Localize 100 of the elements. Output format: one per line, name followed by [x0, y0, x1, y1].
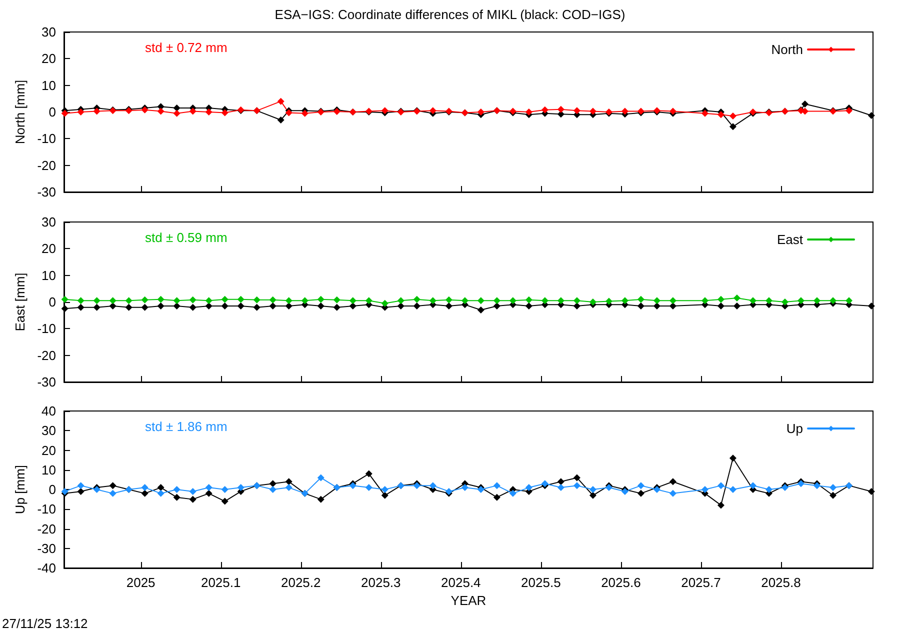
point — [797, 297, 804, 304]
point — [349, 302, 356, 310]
point — [669, 478, 676, 486]
point — [729, 123, 736, 130]
point — [61, 296, 68, 303]
point — [573, 107, 580, 114]
point — [525, 484, 532, 492]
point — [61, 305, 68, 312]
point — [717, 111, 724, 118]
point — [717, 502, 724, 509]
legend-label: Up — [786, 421, 803, 436]
y-tick-label: 0 — [48, 104, 56, 120]
point — [221, 486, 228, 493]
x-tick-label: 2025.5 — [521, 575, 561, 590]
point — [253, 296, 260, 304]
point — [413, 302, 420, 310]
point — [589, 492, 596, 499]
point — [77, 304, 84, 311]
point — [801, 100, 808, 108]
point — [733, 302, 740, 310]
point — [173, 104, 180, 112]
x-tick-label: 2025.2 — [280, 575, 321, 590]
point — [749, 297, 756, 304]
y-tick-label: 10 — [42, 268, 56, 283]
point — [109, 297, 116, 304]
y-tick-label: 0 — [48, 482, 56, 497]
point — [109, 302, 116, 310]
annotation: std ± 0.72 mm — [145, 40, 228, 55]
point — [589, 486, 596, 493]
point — [868, 302, 875, 310]
point — [461, 297, 468, 304]
point — [237, 302, 244, 310]
y-tick-label: -20 — [37, 348, 56, 363]
point — [221, 109, 228, 116]
point — [93, 108, 100, 115]
y-tick-label: 30 — [42, 423, 56, 438]
point — [429, 297, 436, 304]
annotation: std ± 0.59 mm — [145, 230, 228, 245]
point — [573, 297, 580, 304]
point — [701, 110, 708, 117]
y-tick-label: -10 — [37, 321, 56, 336]
point — [868, 112, 875, 119]
point — [317, 296, 324, 303]
y-axis-title: North [mm] — [12, 80, 28, 144]
x-tick-label: 2025.3 — [360, 575, 401, 590]
point — [93, 304, 100, 311]
point — [525, 108, 532, 116]
text: 27/11/25 13:12 — [2, 616, 88, 630]
x-tick-label: 2025.4 — [441, 575, 481, 590]
point — [429, 107, 436, 114]
point — [729, 454, 736, 462]
point — [141, 296, 148, 304]
point — [557, 297, 564, 304]
point — [189, 488, 196, 495]
point — [733, 294, 740, 302]
point — [221, 302, 228, 310]
point — [429, 482, 436, 490]
point — [173, 494, 180, 501]
point — [557, 478, 564, 486]
point — [729, 486, 736, 493]
point — [141, 304, 148, 311]
y-tick-label: 20 — [42, 442, 56, 458]
y-tick-label: -40 — [37, 560, 56, 576]
point — [541, 297, 548, 304]
point — [173, 486, 180, 493]
point — [269, 302, 276, 310]
chart-title: ESA−IGS: Coordinate differences of MIKL (black: COD−IGS) — [274, 7, 626, 22]
point — [829, 484, 836, 492]
point — [189, 304, 196, 311]
point — [493, 302, 500, 310]
point — [173, 110, 180, 117]
x-tick-label: 2025.1 — [200, 575, 241, 590]
legend-label: East — [776, 232, 804, 247]
point — [637, 302, 644, 310]
y-tick-label: -20 — [37, 521, 56, 536]
point — [221, 498, 228, 505]
point — [493, 482, 500, 490]
point — [141, 484, 148, 492]
y-axis-title: East [mm] — [12, 272, 28, 332]
point — [141, 490, 148, 497]
point — [253, 304, 260, 311]
point — [157, 484, 164, 492]
point — [669, 490, 676, 497]
point — [237, 484, 244, 492]
y-tick-label: 20 — [42, 51, 56, 66]
point — [221, 296, 228, 303]
point — [125, 297, 132, 304]
point — [381, 300, 388, 307]
point — [573, 302, 580, 310]
legend-label: North — [771, 42, 803, 57]
point — [477, 306, 484, 314]
point — [365, 484, 372, 492]
point — [301, 110, 308, 117]
point — [637, 490, 644, 497]
point — [729, 112, 736, 120]
y-tick-label: 30 — [42, 24, 56, 40]
point — [557, 484, 564, 492]
y-tick-label: 40 — [42, 404, 56, 418]
y-tick-label: -10 — [37, 131, 56, 146]
point — [445, 296, 452, 304]
